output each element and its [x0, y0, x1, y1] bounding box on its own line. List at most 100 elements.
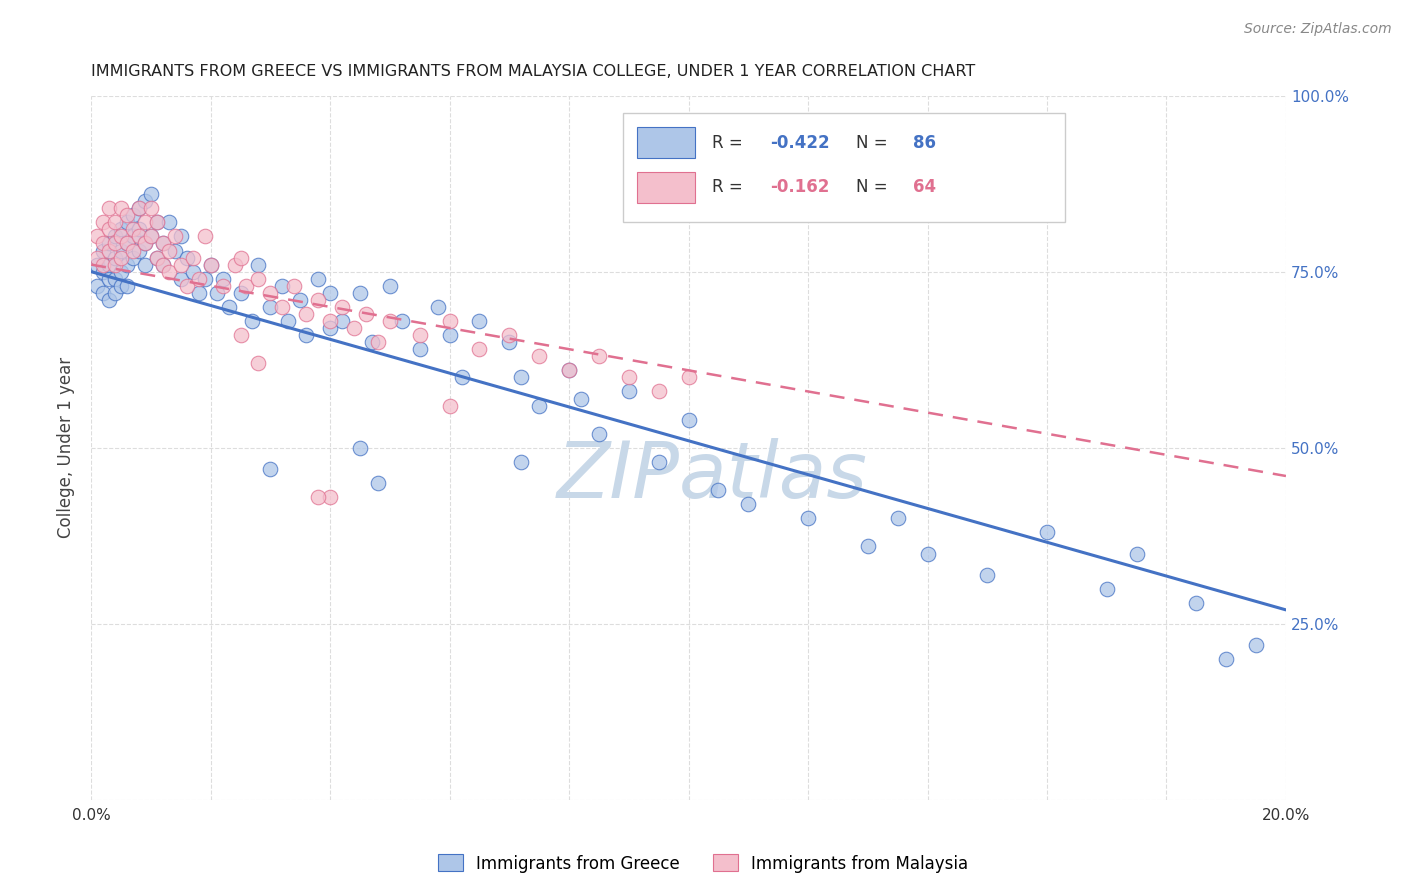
- Point: [157, 215, 180, 229]
- Point: [200, 258, 222, 272]
- Point: [439, 399, 461, 413]
- Point: [1215, 652, 1237, 666]
- Point: [194, 271, 217, 285]
- Point: [211, 278, 233, 293]
- Point: [307, 271, 329, 285]
- Point: [157, 265, 180, 279]
- Point: [152, 258, 174, 272]
- FancyBboxPatch shape: [637, 171, 695, 202]
- Point: [976, 567, 998, 582]
- Point: [128, 229, 150, 244]
- Point: [187, 285, 209, 300]
- Point: [104, 271, 127, 285]
- Point: [498, 335, 520, 350]
- Point: [349, 285, 371, 300]
- Point: [122, 251, 145, 265]
- Point: [354, 307, 377, 321]
- Point: [247, 258, 270, 272]
- Point: [558, 363, 581, 377]
- Point: [128, 244, 150, 258]
- Point: [170, 258, 193, 272]
- Point: [115, 236, 138, 251]
- Point: [176, 278, 198, 293]
- Point: [86, 251, 108, 265]
- Point: [229, 251, 252, 265]
- Y-axis label: College, Under 1 year: College, Under 1 year: [58, 358, 75, 539]
- Point: [163, 244, 186, 258]
- Point: [295, 307, 318, 321]
- Point: [229, 285, 252, 300]
- Point: [247, 271, 270, 285]
- Point: [104, 215, 127, 229]
- Point: [139, 187, 162, 202]
- Point: [378, 314, 401, 328]
- Point: [1244, 638, 1267, 652]
- Point: [917, 547, 939, 561]
- Point: [1036, 525, 1059, 540]
- Point: [104, 285, 127, 300]
- Point: [450, 370, 472, 384]
- Point: [510, 370, 533, 384]
- Point: [181, 265, 204, 279]
- Text: -0.422: -0.422: [770, 134, 830, 152]
- Point: [134, 258, 156, 272]
- Point: [91, 285, 114, 300]
- Point: [277, 314, 299, 328]
- Point: [307, 293, 329, 307]
- Point: [510, 455, 533, 469]
- Point: [146, 251, 169, 265]
- Point: [367, 476, 389, 491]
- Point: [194, 229, 217, 244]
- Point: [163, 229, 186, 244]
- Point: [200, 258, 222, 272]
- Point: [104, 258, 127, 272]
- Point: [235, 278, 257, 293]
- Point: [134, 236, 156, 251]
- Point: [134, 215, 156, 229]
- Text: 64: 64: [912, 178, 936, 196]
- Point: [91, 258, 114, 272]
- Point: [170, 271, 193, 285]
- Point: [152, 236, 174, 251]
- Point: [319, 285, 342, 300]
- Point: [647, 455, 669, 469]
- Point: [678, 412, 700, 426]
- Point: [439, 328, 461, 343]
- Point: [115, 208, 138, 222]
- Point: [330, 314, 353, 328]
- Point: [86, 278, 108, 293]
- Point: [86, 229, 108, 244]
- Point: [498, 328, 520, 343]
- Point: [361, 335, 384, 350]
- Legend: Immigrants from Greece, Immigrants from Malaysia: Immigrants from Greece, Immigrants from …: [430, 847, 976, 880]
- FancyBboxPatch shape: [637, 128, 695, 158]
- Point: [588, 349, 610, 363]
- Point: [110, 265, 132, 279]
- Point: [224, 258, 246, 272]
- Point: [283, 278, 305, 293]
- Point: [104, 236, 127, 251]
- Point: [468, 314, 491, 328]
- Point: [229, 328, 252, 343]
- Point: [128, 201, 150, 215]
- Point: [856, 540, 879, 554]
- Point: [110, 251, 132, 265]
- Point: [737, 497, 759, 511]
- Point: [146, 251, 169, 265]
- Point: [330, 300, 353, 314]
- Point: [707, 483, 730, 497]
- Point: [529, 399, 551, 413]
- Point: [157, 244, 180, 258]
- Point: [128, 201, 150, 215]
- Point: [98, 293, 121, 307]
- Point: [110, 278, 132, 293]
- Point: [319, 321, 342, 335]
- Point: [617, 384, 640, 399]
- Point: [146, 215, 169, 229]
- Point: [122, 244, 145, 258]
- Point: [152, 258, 174, 272]
- Point: [319, 314, 342, 328]
- Point: [367, 335, 389, 350]
- Point: [98, 244, 121, 258]
- Point: [290, 293, 312, 307]
